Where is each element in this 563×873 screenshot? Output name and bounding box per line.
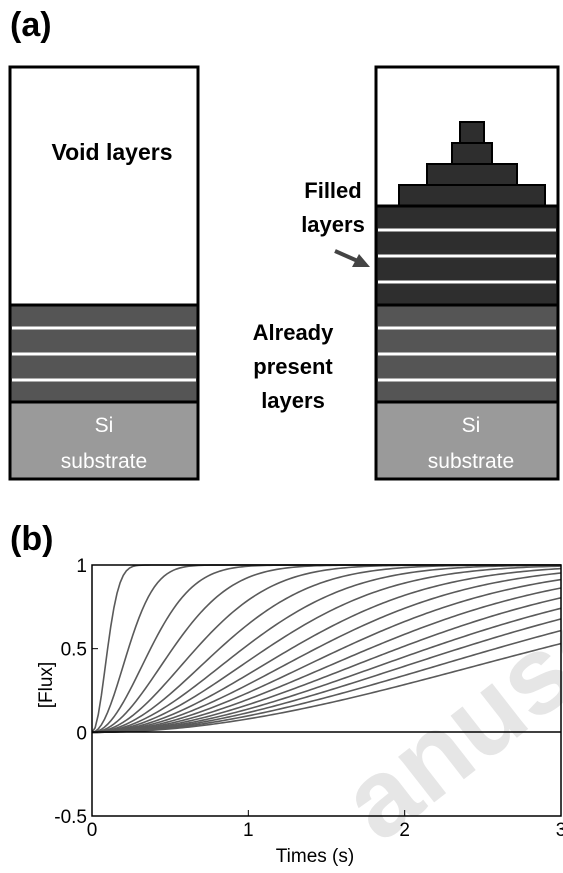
island-step <box>451 142 493 166</box>
x-tick-label: 1 <box>243 820 254 841</box>
panel-a-diagram: Void layers Si substrate Si substrate Fi… <box>8 65 560 481</box>
left-layer-stack <box>8 65 200 481</box>
flux-curve-11 <box>91 578 562 734</box>
axis-ticks: 0 1 2 310.50-0.5 <box>54 556 563 841</box>
flux-curve-8 <box>91 565 562 734</box>
present-layers-label-line2: present <box>253 354 333 379</box>
flux-curve-15 <box>91 618 562 734</box>
flux-curve-14 <box>91 607 562 734</box>
y-tick-label: 1 <box>76 556 87 577</box>
x-tick-label: 3 <box>556 820 563 841</box>
flux-curve-10 <box>91 572 562 734</box>
y-tick-label: -0.5 <box>54 807 87 828</box>
flux-curve-12 <box>91 587 562 734</box>
present-layers-label-line1: Already <box>253 320 334 345</box>
flux-curve-9 <box>91 567 562 734</box>
right-si-substrate <box>374 400 560 481</box>
left-void-region <box>8 65 200 307</box>
left-substrate-word: substrate <box>61 450 147 473</box>
x-tick-label: 0 <box>87 820 98 841</box>
filled-layers-arrow <box>334 249 370 267</box>
y-tick-label: 0 <box>76 723 87 744</box>
filled-layers-label-line1: Filled <box>304 178 361 203</box>
flux-curve-17 <box>92 642 562 734</box>
island-step <box>398 184 546 208</box>
flux-curve-7 <box>91 564 562 734</box>
plot-area-frame <box>91 564 562 817</box>
flux-curve-13 <box>91 597 562 734</box>
island-step <box>459 121 485 145</box>
left-substrate-si: Si <box>95 414 114 437</box>
panel-a-label: (a) <box>10 6 52 44</box>
right-substrate-word: substrate <box>428 450 514 473</box>
right-substrate-si: Si <box>462 414 481 437</box>
flux-curve-16 <box>92 629 562 734</box>
y-tick-label: 0.5 <box>61 640 87 661</box>
void-layers-label: Void layers <box>51 139 172 165</box>
flux-chart: anusc 0 1 2 310.50-0.5 Times (s) [Flux] <box>36 556 563 867</box>
right-layer-stack <box>374 65 560 481</box>
filled-layers-label-line2: layers <box>301 212 365 237</box>
island-step <box>426 163 518 187</box>
panel-b-label: (b) <box>10 520 54 558</box>
y-axis-label: [Flux] <box>36 662 57 708</box>
x-axis-label: Times (s) <box>276 846 354 867</box>
x-tick-label: 2 <box>399 820 410 841</box>
present-layers-label-line3: layers <box>261 388 325 413</box>
left-si-substrate <box>8 400 200 481</box>
